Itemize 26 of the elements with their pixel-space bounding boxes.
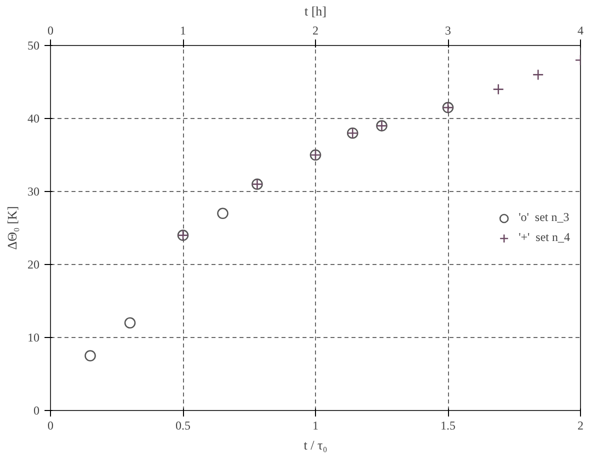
point [84,350,96,362]
legend-label: '+' set n_4 [518,230,570,245]
x2-tick-label: 4 [578,24,584,38]
x2-tick-label: 2 [312,24,318,38]
y-tick-label: 20 [28,258,40,272]
x-tick-label: 2 [578,418,584,432]
x2-axis-title: t [h] [304,4,327,18]
y-tick-label: 50 [28,38,40,52]
x2-tick-label: 1 [180,24,186,38]
x-tick-label: 1.5 [440,418,456,432]
x-tick-label: 1 [312,418,318,432]
y-axis-title: ΔΘ₀ [K] [4,206,20,250]
x2-tick-label: 3 [445,24,451,38]
point [492,84,504,95]
point [532,69,544,80]
y-tick-label: 40 [28,112,40,126]
y-tick-label: 0 [34,404,40,418]
point [124,317,136,329]
y-tick-label: 30 [28,184,40,198]
x-tick-label: 0 [48,418,54,432]
point [217,208,228,220]
x-axis-title: t / τ₀ [304,438,328,452]
x-tick-label: 0.5 [176,418,190,432]
legend-label: 'o' set n_3 [518,210,570,225]
y-tick-label: 10 [28,330,40,344]
x2-tick-label: 0 [48,24,54,38]
